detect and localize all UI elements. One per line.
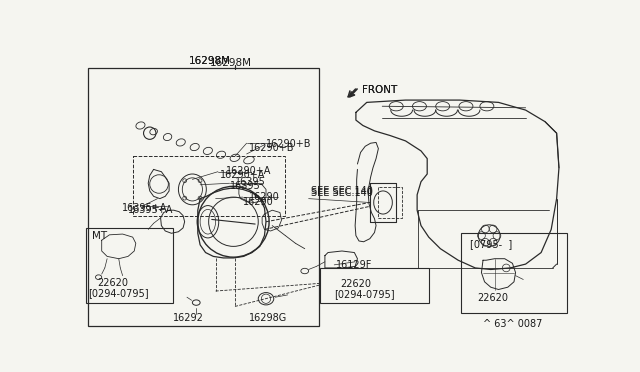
Text: FRONT: FRONT	[362, 85, 397, 95]
Text: 22620: 22620	[340, 279, 371, 289]
Text: SEE SEC.140: SEE SEC.140	[311, 186, 373, 196]
Text: 16395: 16395	[235, 177, 266, 187]
Text: 16298M: 16298M	[210, 58, 252, 68]
Text: 16129F: 16129F	[336, 260, 372, 270]
Bar	[88, 68, 319, 326]
Text: 16298G: 16298G	[249, 312, 287, 323]
Bar	[461, 232, 566, 312]
Text: 16290+B: 16290+B	[249, 143, 294, 153]
Bar	[86, 228, 173, 302]
Text: ^ 63^ 0087: ^ 63^ 0087	[483, 319, 542, 329]
Text: SEE SEC.140: SEE SEC.140	[311, 188, 373, 198]
Bar	[320, 268, 429, 302]
Text: 16290: 16290	[249, 192, 280, 202]
Bar	[132, 156, 285, 216]
Text: 22620: 22620	[97, 278, 128, 288]
Text: 16298M: 16298M	[189, 56, 231, 66]
Text: [0294-0795]: [0294-0795]	[88, 288, 148, 298]
Text: FRONT: FRONT	[362, 85, 397, 95]
Text: 16290+B: 16290+B	[266, 139, 312, 148]
Text: [0795-  ]: [0795- ]	[470, 239, 512, 248]
Text: 22620: 22620	[477, 293, 509, 302]
Text: 16395: 16395	[230, 181, 260, 191]
Text: 16395+A: 16395+A	[128, 205, 173, 215]
Text: MT: MT	[92, 231, 107, 241]
Text: 16298M: 16298M	[189, 56, 231, 66]
Text: 16290+A: 16290+A	[226, 166, 271, 176]
Text: 16290+A: 16290+A	[220, 170, 265, 180]
Text: 16292: 16292	[173, 312, 204, 323]
Text: 16395+A: 16395+A	[122, 203, 167, 213]
Text: [0294-0795]: [0294-0795]	[334, 289, 395, 299]
Text: 16290: 16290	[243, 197, 273, 207]
